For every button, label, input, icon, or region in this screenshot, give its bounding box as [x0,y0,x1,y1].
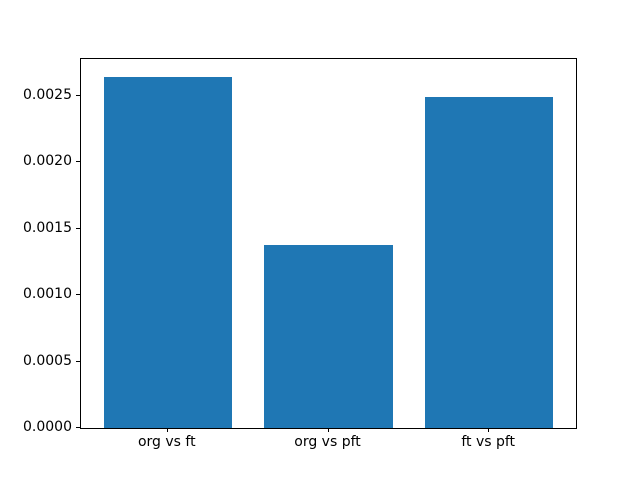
y-tick-mark [76,161,80,163]
bar-org-vs-ft [103,77,233,428]
y-tick-mark [76,360,80,362]
y-tick-label: 0.0025 [23,86,72,103]
y-tick-mark [76,294,80,295]
y-tick-mark [76,94,80,96]
bar-ft-vs-pft [424,96,554,428]
x-tick-label: ft vs pft [461,434,516,450]
x-tick-mark [488,428,490,432]
y-tick-label: 0.0020 [23,153,72,170]
x-tick-mark [166,428,168,432]
plot-area [80,58,577,429]
x-tick-mark [327,428,329,432]
y-tick-label: 0.0010 [23,286,72,302]
y-tick-mark [76,227,80,229]
y-tick-mark [76,427,80,428]
y-tick-label: 0.0005 [23,352,72,369]
y-tick-label: 0.0000 [23,419,72,435]
x-tick-label: org vs ft [137,434,196,450]
bar-org-vs-pft [264,244,393,428]
x-tick-label: org vs pft [294,434,361,450]
y-tick-label: 0.0015 [23,219,72,236]
